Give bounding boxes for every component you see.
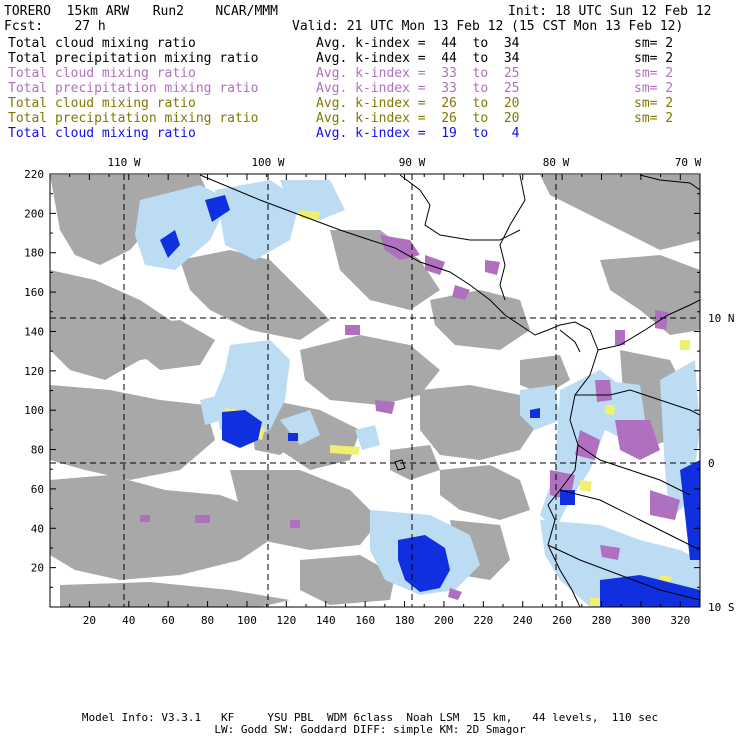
blue-cloud-field <box>160 195 700 607</box>
latitude-label: 0 <box>708 457 715 470</box>
x-tick-label: 160 <box>355 614 375 627</box>
legend-smoothing: sm= 2 <box>634 111 674 126</box>
y-tick-label: 40 <box>31 522 44 535</box>
model-title: TORERO 15km ARW Run2 NCAR/MMM <box>4 4 278 19</box>
y-tick-label: 160 <box>24 286 44 299</box>
forecast-hour: Fcst: 27 h <box>4 19 106 34</box>
y-tick-label: 20 <box>31 562 44 575</box>
x-tick-label: 40 <box>122 614 135 627</box>
x-tick-label: 240 <box>513 614 533 627</box>
legend-field-label: Total cloud mixing ratio <box>8 66 196 81</box>
init-time: Init: 18 UTC Sun 12 Feb 12 <box>508 4 712 19</box>
legend-kindex-range: Avg. k-index = 26 to 20 <box>316 96 520 111</box>
x-tick-label: 280 <box>592 614 612 627</box>
legend-kindex-range: Avg. k-index = 19 to 4 <box>316 126 520 141</box>
legend-smoothing: sm= 2 <box>634 66 674 81</box>
legend-field-label: Total cloud mixing ratio <box>8 126 196 141</box>
coastlines <box>199 174 700 607</box>
longitude-label: 100 W <box>251 156 284 169</box>
y-tick-label: 220 <box>24 168 44 181</box>
latitude-label: 10 S <box>708 601 735 614</box>
y-tick-label: 180 <box>24 247 44 260</box>
axis-labels: 20 40 60 80 100 120 140 160 180 200 220 240 260 280 30… <box>24 156 734 627</box>
model-info-line1: Model Info: V3.3.1 KF YSU PBL WDM 6class… <box>81 711 659 724</box>
legend-kindex-range: Avg. k-index = 33 to 25 <box>316 81 520 96</box>
legend-kindex-range: Avg. k-index = 44 to 34 <box>316 51 520 66</box>
x-tick-label: 300 <box>631 614 651 627</box>
graticule <box>50 174 700 607</box>
legend-kindex-range: Avg. k-index = 26 to 20 <box>316 111 520 126</box>
y-tick-label: 80 <box>31 444 44 457</box>
y-tick-label: 120 <box>24 365 44 378</box>
x-tick-label: 20 <box>83 614 96 627</box>
legend-smoothing: sm= 2 <box>634 36 674 51</box>
legend-smoothing: sm= 2 <box>634 51 674 66</box>
longitude-label: 110 W <box>107 156 140 169</box>
x-tick-label: 140 <box>316 614 336 627</box>
legend-field-label: Total precipitation mixing ratio <box>8 111 259 126</box>
x-tick-label: 100 <box>237 614 257 627</box>
y-tick-label: 140 <box>24 325 44 338</box>
legend-field-label: Total precipitation mixing ratio <box>8 51 259 66</box>
legend-field-label: Total precipitation mixing ratio <box>8 81 259 96</box>
x-tick-label: 80 <box>201 614 214 627</box>
legend-smoothing: sm= 2 <box>634 96 674 111</box>
x-tick-label: 220 <box>473 614 493 627</box>
axis-ticks <box>49 173 701 608</box>
legend-field-label: Total cloud mixing ratio <box>8 96 196 111</box>
y-tick-label: 100 <box>24 404 44 417</box>
x-tick-label: 200 <box>434 614 454 627</box>
longitude-label: 80 W <box>543 156 570 169</box>
x-tick-label: 120 <box>276 614 296 627</box>
legend-field-label: Total cloud mixing ratio <box>8 36 196 51</box>
longitude-label: 70 W <box>675 156 702 169</box>
legend-kindex-range: Avg. k-index = 33 to 25 <box>316 66 520 81</box>
x-tick-label: 60 <box>162 614 175 627</box>
latitude-label: 10 N <box>708 312 735 325</box>
x-tick-label: 320 <box>670 614 690 627</box>
y-tick-label: 200 <box>24 207 44 220</box>
valid-time: Valid: 21 UTC Mon 13 Feb 12 (15 CST Mon … <box>292 19 684 34</box>
longitude-label: 90 W <box>399 156 426 169</box>
x-tick-label: 260 <box>552 614 572 627</box>
legend-kindex-range: Avg. k-index = 44 to 34 <box>316 36 520 51</box>
legend-smoothing: sm= 2 <box>634 81 674 96</box>
x-tick-label: 180 <box>395 614 415 627</box>
model-info-line2: LW: Godd SW: Goddard DIFF: simple KM: 2D… <box>214 723 526 736</box>
y-tick-label: 60 <box>31 483 44 496</box>
